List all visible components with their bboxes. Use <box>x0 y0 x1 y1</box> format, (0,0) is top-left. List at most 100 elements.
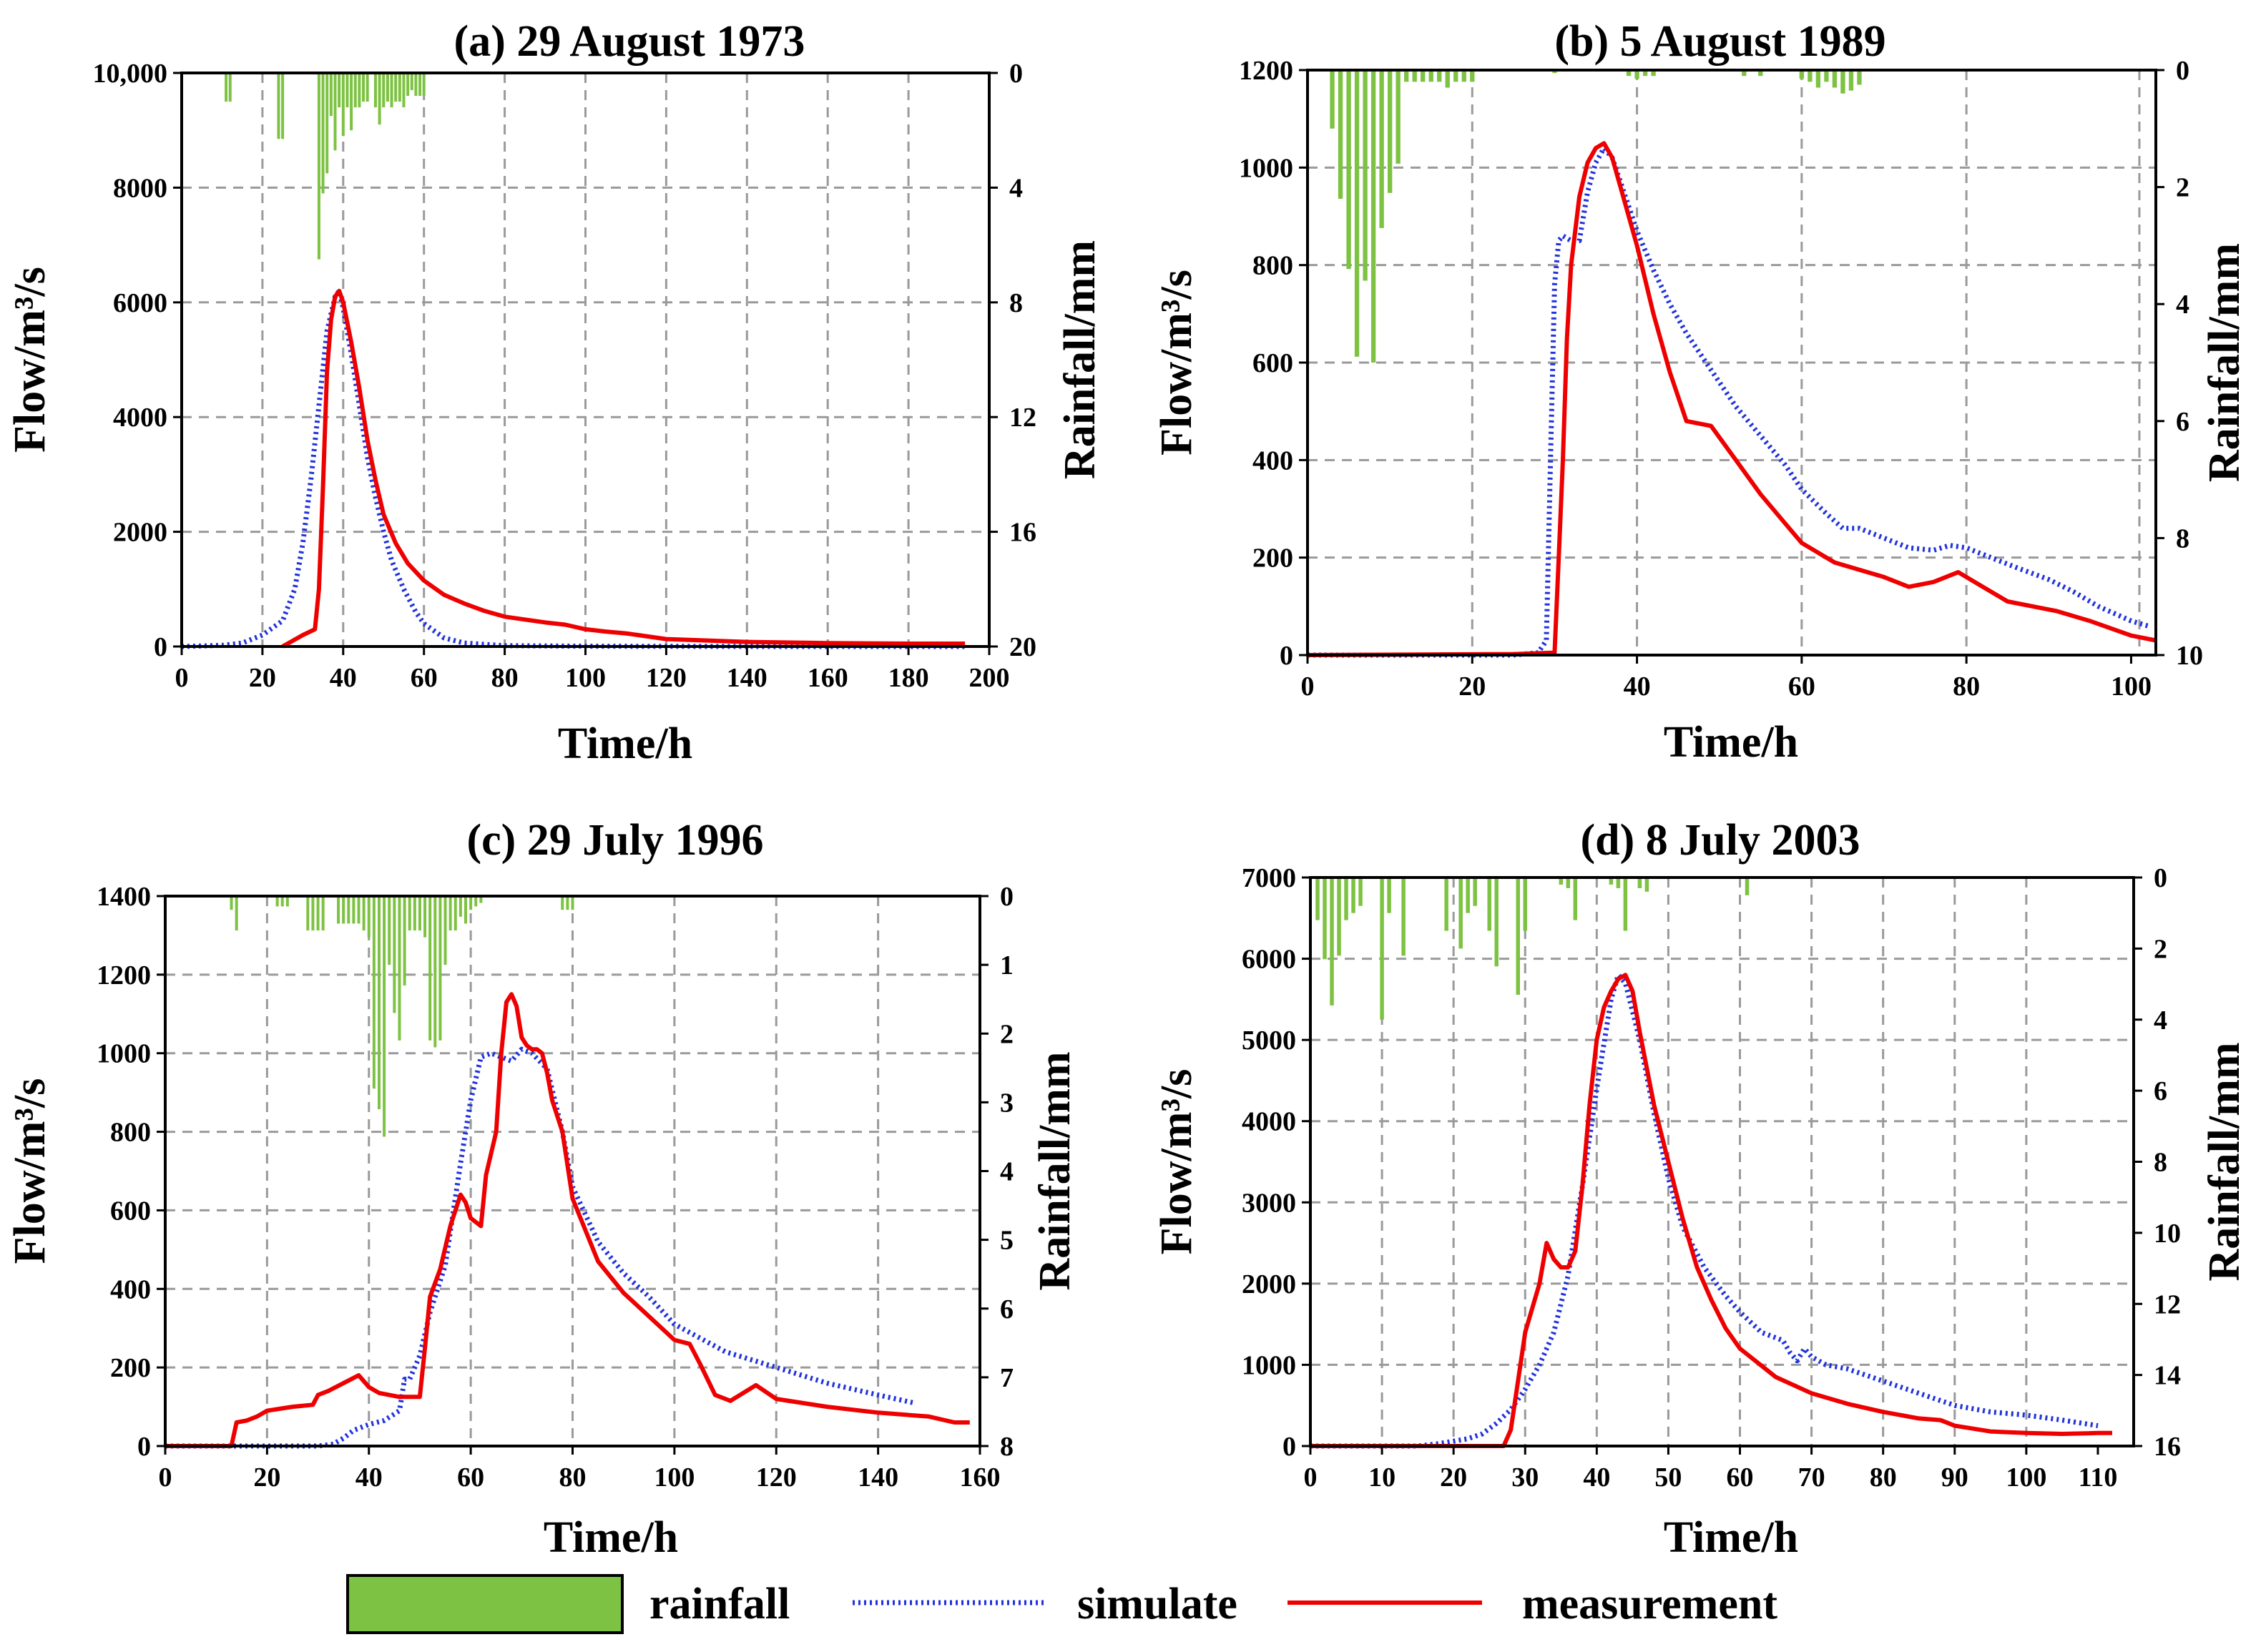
y-tick-label: 3000 <box>1242 1188 1296 1218</box>
x-tick-label: 200 <box>969 663 1010 693</box>
y2-tick-label: 0 <box>1009 59 1023 89</box>
x-tick-label: 90 <box>1941 1462 1968 1493</box>
x-tick-label: 20 <box>249 663 276 693</box>
rainfall-bar <box>321 73 325 194</box>
panel-title: (c) 29 July 1996 <box>466 816 763 865</box>
rainfall-bar <box>1444 877 1448 931</box>
rainfall-bar <box>479 896 483 903</box>
x-tick-label: 100 <box>654 1462 695 1493</box>
panel-d: 0 10 20 30 40 50 60 70 80 90 100 110010002000300040… <box>1152 816 2249 1562</box>
x-tick-label: 50 <box>1654 1462 1682 1493</box>
x-axis-title: Time/h <box>558 719 692 768</box>
rainfall-bar <box>357 896 360 924</box>
y2-tick-label: 6 <box>2176 407 2189 437</box>
y2-tick-label: 12 <box>1009 403 1036 433</box>
rainfall-bar <box>474 896 478 907</box>
y-tick-label: 1400 <box>97 882 151 912</box>
measurement-series-line <box>281 288 966 649</box>
rainfall-bar <box>280 896 284 907</box>
x-axis-title: Time/h <box>544 1513 678 1562</box>
x-tick-label: 140 <box>858 1462 898 1493</box>
x-tick-label: 60 <box>457 1462 484 1493</box>
y2-tick-label: 2 <box>2154 934 2167 964</box>
measurement-series-line <box>1310 973 2112 1448</box>
rainfall-bar <box>358 73 361 108</box>
legend-simulate-label: simulate <box>1077 1580 1237 1628</box>
y-axis-title: Flow/m³/s <box>1152 1069 1201 1255</box>
rainfall-bar <box>1315 877 1320 920</box>
rainfall-bar <box>433 896 437 1048</box>
rainfall-bar <box>281 73 285 139</box>
panel-title: (a) 29 August 1973 <box>454 17 805 66</box>
x-tick-label: 140 <box>727 663 767 693</box>
rainfall-bar <box>390 73 393 108</box>
rainfall-bar <box>1848 70 1854 91</box>
rainfall-bar <box>1453 70 1458 82</box>
y2-tick-label: 0 <box>1000 882 1014 912</box>
rainfall-bar <box>1437 70 1442 82</box>
rainfall-bar <box>345 73 349 108</box>
rainfall-bar <box>1354 70 1360 357</box>
rainfall-bar <box>1832 70 1838 88</box>
x-tick-label: 80 <box>491 663 519 693</box>
rainfall-bar <box>1566 877 1571 888</box>
rainfall-bar <box>1609 877 1614 885</box>
rainfall-bar <box>398 896 401 1041</box>
y2-tick-label: 4 <box>1009 173 1023 203</box>
y2-tick-label: 6 <box>2154 1076 2167 1106</box>
rainfall-bar <box>228 73 232 102</box>
rainfall-bar <box>372 896 376 1089</box>
rainfall-bar <box>275 896 279 907</box>
y2-axis-title: Rainfall/mm <box>1031 1051 1079 1290</box>
x-tick-label: 70 <box>1798 1462 1825 1493</box>
y-tick-label: 4000 <box>113 403 167 433</box>
rainfall-bar <box>1346 70 1351 270</box>
y2-tick-label: 0 <box>2176 56 2189 86</box>
y-tick-label: 800 <box>1252 251 1293 281</box>
y-tick-label: 1000 <box>1239 153 1293 183</box>
simulate-series-line <box>181 288 966 649</box>
rainfall-bar <box>418 896 421 931</box>
y-tick-label: 6000 <box>1242 945 1296 975</box>
rainfall-bar <box>1337 877 1341 956</box>
rainfall-bar <box>393 896 396 1013</box>
rainfall-bar <box>414 73 418 97</box>
rainfall-bar <box>350 73 353 131</box>
y-tick-label: 2000 <box>113 518 167 548</box>
rainfall-bar <box>1815 70 1821 88</box>
y-tick-label: 5000 <box>1242 1026 1296 1056</box>
rainfall-bar <box>1494 877 1499 967</box>
simulate-series-line <box>165 1046 915 1449</box>
y2-tick-label: 5 <box>1000 1226 1014 1256</box>
rainfall-bar <box>388 896 391 965</box>
rainfall-bar <box>1330 70 1335 129</box>
y2-tick-label: 8 <box>2154 1148 2167 1178</box>
rainfall-bar <box>1742 70 1747 77</box>
x-tick-label: 10 <box>1368 1462 1396 1493</box>
y2-tick-label: 10 <box>2154 1219 2181 1249</box>
measurement-series-line <box>165 992 970 1448</box>
rainfall-bar <box>1559 877 1564 885</box>
y-axis-title: Flow/m³/s <box>6 267 54 453</box>
rainfall-bar <box>342 896 345 924</box>
x-tick-label: 30 <box>1511 1462 1539 1493</box>
rainfall-bar <box>1338 70 1343 199</box>
rainfall-bar <box>410 73 413 91</box>
rainfall-bar <box>378 73 381 125</box>
x-tick-label: 0 <box>159 1462 172 1493</box>
y-tick-label: 0 <box>154 632 167 662</box>
x-tick-label: 20 <box>253 1462 280 1493</box>
y2-axis-title: Rainfall/mm <box>1056 240 1104 479</box>
rainfall-bar <box>1380 877 1384 1020</box>
y-tick-label: 400 <box>110 1274 151 1304</box>
rainfall-bar <box>321 896 325 931</box>
measurement-series-line <box>1307 141 2157 657</box>
rainfall-bar <box>311 896 315 931</box>
y2-tick-label: 8 <box>2176 523 2189 554</box>
rainfall-bar <box>406 73 410 97</box>
rainfall-bar <box>1421 70 1426 82</box>
y2-tick-label: 4 <box>2154 1006 2167 1036</box>
y-tick-label: 600 <box>110 1196 151 1226</box>
y-tick-label: 7000 <box>1242 863 1296 893</box>
